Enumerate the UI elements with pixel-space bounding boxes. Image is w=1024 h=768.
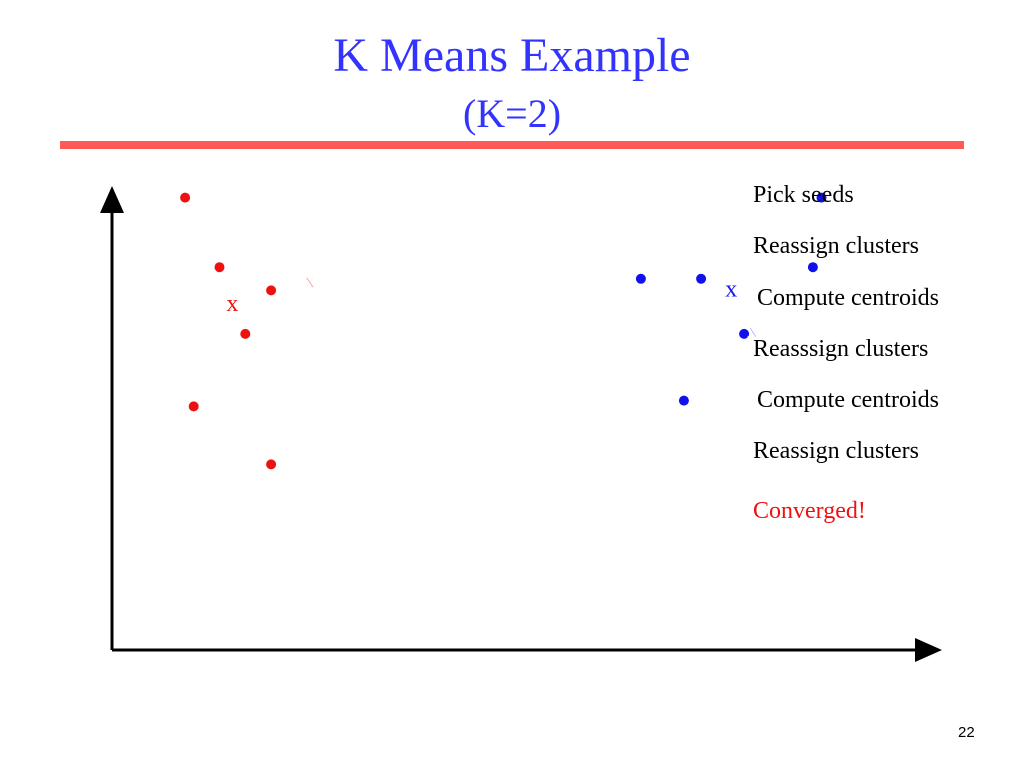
slide-title: K Means Example: [333, 29, 691, 82]
blue-cluster-points: [635, 192, 827, 406]
blue-cluster-point-5: [739, 328, 750, 339]
red-cluster-point-3: [266, 285, 277, 296]
red-cluster-point-5: [188, 401, 199, 412]
slide-subtitle: (K=2): [462, 91, 562, 136]
red-cluster-point-6: [266, 459, 277, 470]
step-compute-centroids-2: Compute centroids: [757, 387, 939, 413]
red-cluster-point-1: [180, 192, 191, 203]
title-divider: [60, 141, 964, 149]
blue-cluster-point-2: [696, 273, 707, 284]
red-cluster-point-4: [240, 328, 251, 339]
step-reassign-clusters-1: Reassign clusters: [753, 233, 919, 259]
step-converged: Converged!: [753, 498, 866, 524]
step-pick-seeds: Pick seeds: [753, 182, 854, 208]
page-number: 22: [958, 724, 975, 741]
blue-cluster-point-4: [816, 192, 827, 203]
blue-cluster-point-1: [635, 273, 646, 284]
step-reassign-clusters-3: Reassign clusters: [753, 438, 919, 464]
step-compute-centroids-1: Compute centroids: [757, 285, 939, 311]
red-cluster-points: [180, 192, 277, 470]
step-reassign-clusters-2: Reasssign clusters: [753, 336, 929, 362]
red-current-centroid: x: [226, 291, 238, 317]
blue-cluster-point-6: [678, 395, 689, 406]
red-cluster-point-2: [214, 262, 225, 273]
blue-previous-centroid: x: [748, 320, 758, 342]
blue-current-centroid: x: [725, 276, 737, 302]
red-previous-centroid: x: [304, 268, 315, 293]
blue-cluster-point-3: [807, 262, 818, 273]
